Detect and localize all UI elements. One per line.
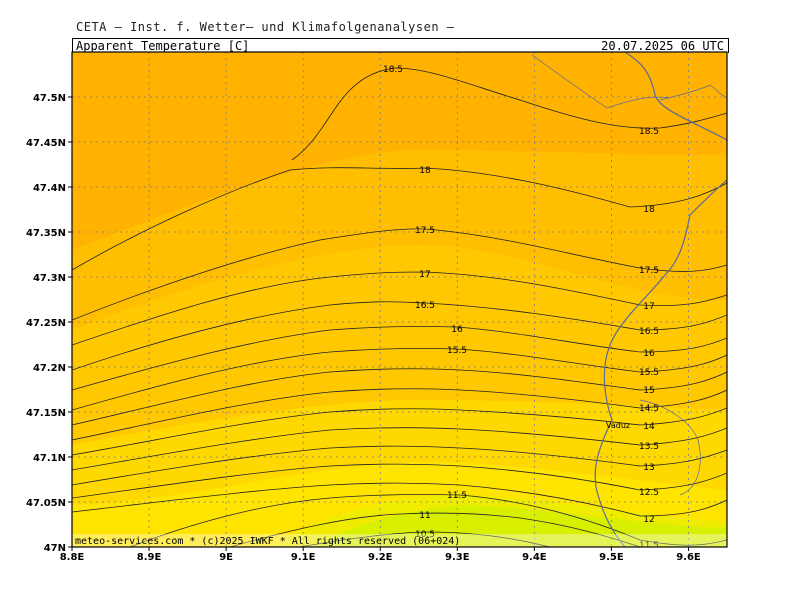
- footer-credit-bg: [72, 534, 727, 547]
- contour-11-5: [129, 494, 727, 547]
- contour-18: [72, 167, 727, 271]
- contour-label: 15.5: [447, 346, 467, 356]
- contour-label: 12: [643, 515, 654, 525]
- contour-14: [72, 407, 727, 456]
- x-tick-label: 9.5E: [599, 552, 624, 563]
- contour-16: [72, 326, 727, 391]
- x-tick-label: 8.8E: [60, 552, 85, 563]
- x-tick-label: 9E: [219, 552, 233, 563]
- contour-label: 16.5: [415, 301, 435, 311]
- contour-label: 16: [451, 325, 463, 335]
- country-borders: [531, 52, 727, 547]
- y-tick-label: 47.05N: [26, 498, 66, 509]
- contour-12-5: [72, 463, 727, 499]
- x-tick-label: 9.4E: [522, 552, 547, 563]
- y-tick-label: 47N: [44, 543, 66, 554]
- contour-label: 11.5: [639, 541, 659, 551]
- border-lake: [531, 54, 671, 109]
- contour-label: 16.5: [639, 327, 659, 337]
- place-label-vaduz: Vaduz: [606, 421, 630, 430]
- contour-17: [72, 271, 727, 346]
- contour-label: 11: [419, 511, 430, 521]
- y-tick-label: 47.4N: [33, 183, 66, 194]
- border-east: [624, 52, 727, 141]
- grid-lines: [72, 52, 727, 547]
- contour-label: 14: [643, 422, 655, 432]
- contour-label: 18: [419, 166, 431, 176]
- contour-labels: 18.5 18.5 18 18 17.5 17.5 17 17 16.5 16.5 16 16 15.5…: [383, 65, 659, 551]
- contour-label: 15: [643, 386, 654, 396]
- title-bar: Apparent_Temperature_[C] 20.07.2025 06 U…: [72, 38, 729, 53]
- valid-time: 20.07.2025 06 UTC: [601, 39, 724, 53]
- contour-label: 14.5: [639, 404, 659, 414]
- contour-label: 18.5: [639, 127, 659, 137]
- y-tick-label: 47.15N: [26, 408, 66, 419]
- y-tick-label: 47.45N: [26, 138, 66, 149]
- y-tick-label: 47.1N: [33, 453, 66, 464]
- contour-11: [229, 512, 641, 547]
- axis-labels: 8.8E 8.9E 9E 9.1E 9.2E 9.3E 9.4E 9.5E 9.6E 47N 47.…: [26, 93, 701, 563]
- y-tick-label: 47.25N: [26, 318, 66, 329]
- institute-header: CETA — Inst. f. Wetter— und Klimafolgena…: [76, 20, 455, 34]
- contour-16-5: [72, 301, 727, 371]
- map-plot-area: 18.5 18.5 18 18 17.5 17.5 17 17 16.5 16.5 16 16 15.5…: [72, 52, 727, 551]
- y-tick-label: 47.2N: [33, 363, 66, 374]
- x-tick-label: 9.3E: [445, 552, 470, 563]
- footer-credit: meteo-services.com * (c)2025 IWKF * All …: [75, 536, 460, 547]
- contour-label: 17: [419, 270, 430, 280]
- parameter-label: Apparent_Temperature_[C]: [76, 39, 250, 53]
- contour-15: [72, 368, 727, 426]
- contour-label: 15.5: [639, 368, 659, 378]
- contour-15-5: [72, 348, 727, 411]
- contour-17-5: [72, 228, 727, 321]
- x-tick-label: 8.9E: [137, 552, 162, 563]
- border-rhine: [594, 179, 727, 547]
- contour-18-5: [291, 67, 727, 161]
- contour-label: 17: [643, 302, 654, 312]
- plot-frame: [71, 51, 728, 548]
- contour-label: 13.5: [639, 442, 659, 452]
- contour-label: 10.5: [415, 530, 435, 540]
- contour-label: 13: [643, 463, 654, 473]
- contour-label: 16: [643, 349, 655, 359]
- contour-13-5: [72, 427, 727, 471]
- x-tick-label: 9.6E: [676, 552, 701, 563]
- contour-label: 12.5: [639, 488, 659, 498]
- contour-13: [72, 445, 727, 486]
- contour-label: 18: [643, 205, 655, 215]
- isotherm-contours: [72, 67, 727, 547]
- band-10: [310, 505, 727, 547]
- contour-12: [72, 482, 727, 517]
- contour-label: 17.5: [415, 226, 435, 236]
- y-tick-label: 47.35N: [26, 228, 66, 239]
- contour-label: 17.5: [639, 266, 659, 276]
- border-northeast: [659, 84, 727, 101]
- x-tick-label: 9.2E: [368, 552, 393, 563]
- border-liechtenstein: [639, 399, 701, 496]
- x-tick-label: 9.1E: [291, 552, 316, 563]
- contour-label: 11.5: [447, 491, 467, 501]
- contour-label: 18.5: [383, 65, 403, 75]
- y-tick-label: 47.5N: [33, 93, 66, 104]
- contour-10-5: [299, 531, 551, 547]
- y-tick-label: 47.3N: [33, 273, 66, 284]
- contour-14-5: [72, 388, 727, 441]
